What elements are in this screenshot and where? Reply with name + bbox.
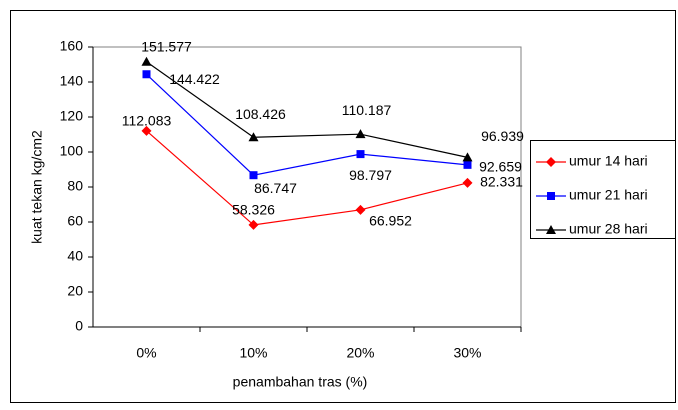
x-tick-label: 10% bbox=[239, 345, 267, 361]
marker bbox=[248, 132, 259, 142]
marker bbox=[546, 157, 556, 167]
x-tick-label: 30% bbox=[453, 345, 481, 361]
data-label: 66.952 bbox=[369, 213, 412, 229]
y-tick-label: 20 bbox=[67, 283, 83, 299]
marker bbox=[462, 177, 473, 188]
x-tick-label: 0% bbox=[136, 345, 156, 361]
y-tick-label: 0 bbox=[75, 318, 83, 334]
marker bbox=[141, 125, 152, 136]
y-tick-label: 60 bbox=[67, 213, 83, 229]
data-label: 144.422 bbox=[169, 71, 220, 87]
series-line bbox=[146, 61, 468, 158]
marker bbox=[355, 204, 366, 215]
y-tick-label: 140 bbox=[60, 73, 84, 89]
marker bbox=[547, 192, 555, 200]
marker bbox=[141, 56, 152, 66]
marker bbox=[463, 160, 472, 169]
y-axis-label: kuat tekan kg/cm2 bbox=[29, 130, 45, 244]
data-label: 98.797 bbox=[349, 167, 392, 183]
data-label: 92.659 bbox=[479, 159, 522, 175]
data-label: 58.326 bbox=[232, 202, 275, 218]
y-tick-label: 120 bbox=[60, 108, 84, 124]
legend-label: umur 14 hari bbox=[569, 153, 648, 169]
marker bbox=[142, 70, 151, 79]
marker bbox=[355, 129, 366, 139]
marker bbox=[462, 152, 473, 162]
y-tick-label: 80 bbox=[67, 178, 83, 194]
data-label: 151.577 bbox=[141, 38, 192, 54]
data-label: 96.939 bbox=[481, 128, 524, 144]
y-tick-label: 100 bbox=[60, 143, 84, 159]
series-line bbox=[146, 73, 468, 176]
data-label: 112.083 bbox=[122, 113, 172, 129]
marker bbox=[248, 219, 259, 230]
data-label: 110.187 bbox=[342, 102, 392, 118]
data-label: 82.331 bbox=[480, 174, 523, 190]
legend-label: umur 21 hari bbox=[569, 187, 648, 203]
marker bbox=[249, 171, 258, 180]
series-line bbox=[146, 130, 468, 226]
data-label: 86.747 bbox=[254, 180, 297, 196]
data-label: 108.426 bbox=[235, 106, 286, 122]
marker bbox=[356, 150, 365, 159]
x-tick-label: 20% bbox=[346, 345, 374, 361]
y-tick-label: 160 bbox=[60, 38, 84, 54]
marker bbox=[546, 225, 556, 234]
y-tick-label: 40 bbox=[67, 248, 83, 264]
legend-label: umur 28 hari bbox=[569, 221, 648, 237]
legend bbox=[530, 140, 676, 239]
x-axis-label: penambahan tras (%) bbox=[233, 374, 368, 390]
